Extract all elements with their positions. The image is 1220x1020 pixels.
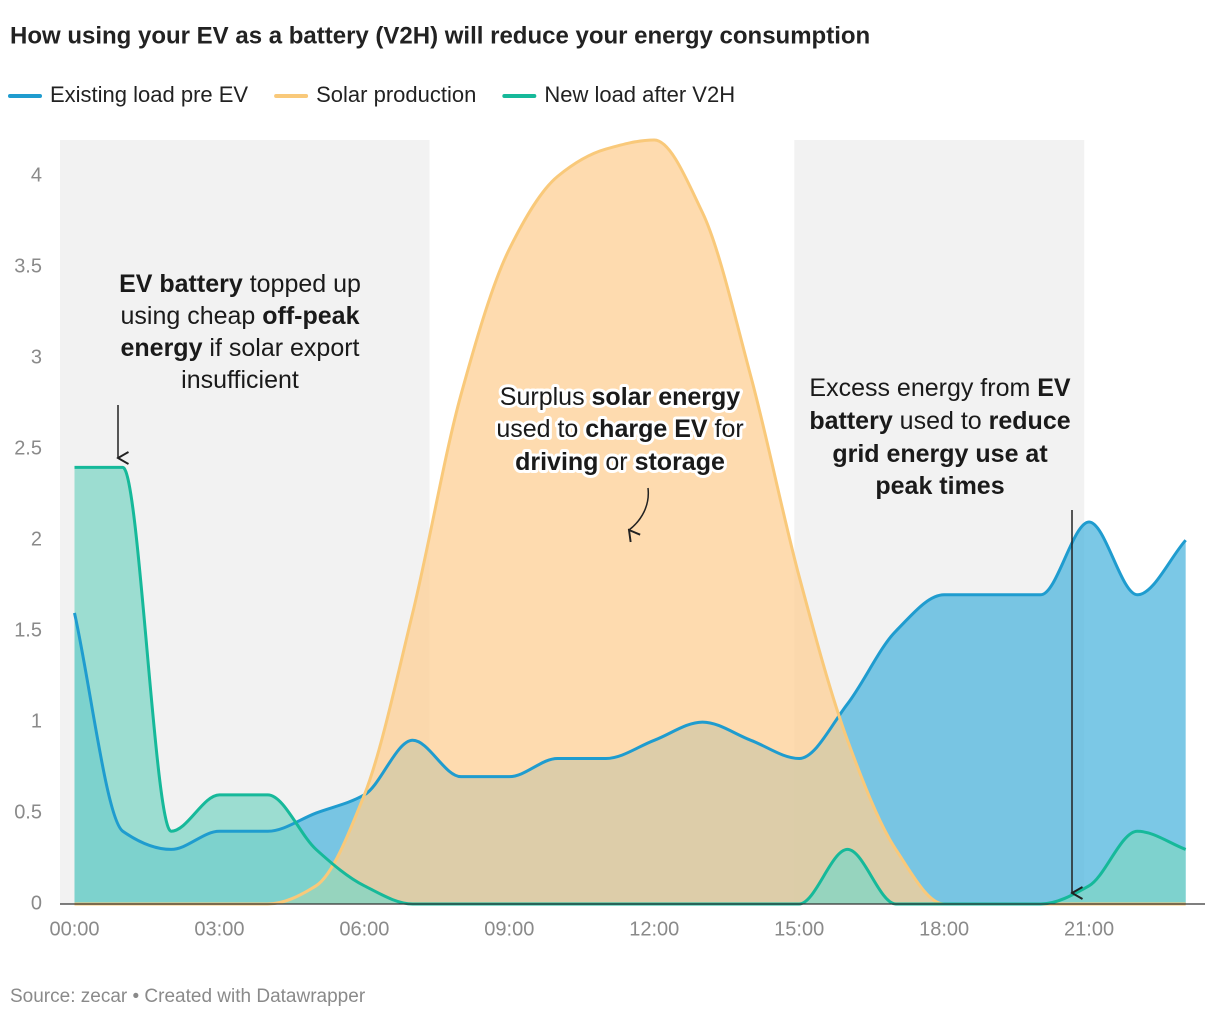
y-tick-label: 1 [31, 710, 42, 732]
annotation-run: Surplus [500, 383, 592, 411]
annotation: used to charge EV for [496, 415, 743, 443]
y-tick-label: 0 [31, 892, 42, 914]
legend-label: Existing load pre EV [50, 82, 248, 107]
annotation-run: grid energy use at [832, 440, 1048, 468]
line [73, 520, 1187, 851]
annotation-run: driving [515, 448, 598, 476]
annotation-run: energy [121, 334, 203, 362]
annotation: peak times [875, 472, 1004, 500]
annotation-run: EV battery [119, 270, 243, 298]
legend: Existing load pre EV Solar production New … [8, 82, 735, 107]
annotation-run: battery [809, 407, 892, 435]
annotation-run: using cheap [120, 302, 262, 330]
annotations: EV battery topped up using cheap off-peak… [119, 270, 1071, 500]
plot [60, 138, 1205, 906]
y-tick-label: 3 [31, 347, 42, 369]
y-tick-label: 4 [31, 165, 42, 187]
legend-label: Solar production [316, 82, 476, 107]
annotation-run: storage [635, 448, 725, 476]
arrow [629, 487, 650, 530]
area [74, 140, 1186, 904]
x-tick-label: 21:00 [1064, 918, 1114, 940]
y-tick-label: 1.5 [14, 619, 42, 641]
annotation: EV battery topped up [119, 270, 361, 298]
source: Source: zecar • Created with Datawrapper [10, 986, 366, 1007]
annotation: Surplus solar energy [500, 383, 740, 411]
annotation: insufficient [181, 366, 299, 394]
y-tick-label: 0.5 [14, 801, 42, 823]
y-tick-label: 2 [31, 528, 42, 550]
annotation: energy if solar export [121, 334, 360, 362]
x-tick-label: 09:00 [484, 918, 534, 940]
y-tick-label: 2.5 [14, 438, 42, 460]
chart-title: How using your EV as a battery (V2H) wil… [10, 22, 870, 49]
area [74, 467, 1186, 904]
annotation: driving or storage [515, 448, 725, 476]
annotation-run: peak times [875, 472, 1004, 500]
annotation-run: off-peak [262, 302, 359, 330]
annotation-run: EV [1037, 374, 1071, 402]
legend-label: New load after V2H [544, 82, 735, 107]
annotation-run: solar energy [592, 383, 741, 411]
annotation-run: insufficient [181, 366, 299, 394]
annotation-run: charge EV [585, 415, 708, 443]
x-tick-label: 15:00 [774, 918, 824, 940]
annotation-run: used to [893, 407, 989, 435]
x-tick-label: 18:00 [919, 918, 969, 940]
annotation: grid energy use at [832, 440, 1048, 468]
annotation-run: used to [496, 415, 585, 443]
annotation-run: Excess energy from [809, 374, 1037, 402]
area [74, 522, 1186, 904]
x-tick-label: 06:00 [339, 918, 389, 940]
x-tick-label: 03:00 [194, 918, 244, 940]
annotation-run: reduce [989, 407, 1071, 435]
x-tick-label: 00:00 [49, 918, 99, 940]
annotation-run: topped up [243, 270, 361, 298]
annotation: battery used to reduce [809, 407, 1070, 435]
annotation-run: or [598, 448, 634, 476]
annotation: Excess energy from EV [809, 374, 1071, 402]
x-tick-label: 12:00 [629, 918, 679, 940]
y-tick-label: 3.5 [14, 256, 42, 278]
annotation: using cheap off-peak [120, 302, 359, 330]
annotation-run: for [708, 415, 744, 443]
annotation-run: if solar export [202, 334, 359, 362]
